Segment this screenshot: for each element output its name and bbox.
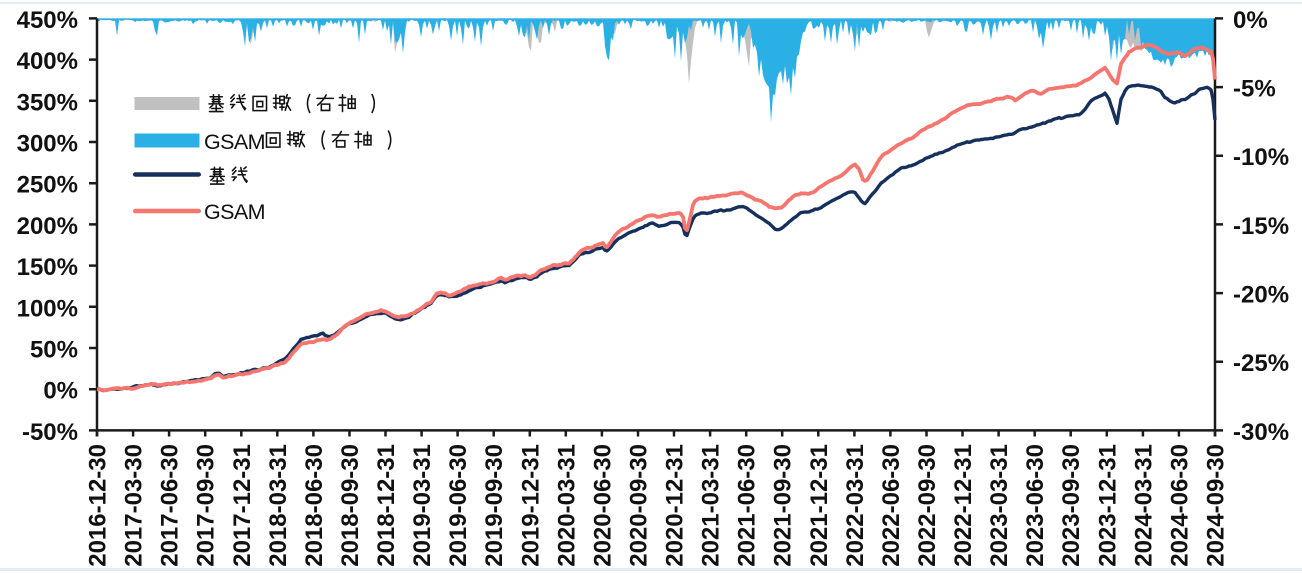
svg-text:2024-03-31: 2024-03-31 xyxy=(1130,444,1157,567)
svg-text:2022-09-30: 2022-09-30 xyxy=(914,444,941,567)
svg-text:2024-06-30: 2024-06-30 xyxy=(1166,444,1193,567)
svg-text:2018-12-31: 2018-12-31 xyxy=(373,444,400,567)
svg-text:2023-03-31: 2023-03-31 xyxy=(986,444,1013,567)
svg-text:2017-06-30: 2017-06-30 xyxy=(157,444,184,567)
svg-text:2022-12-31: 2022-12-31 xyxy=(950,444,977,567)
svg-text:2017-03-30: 2017-03-30 xyxy=(121,444,148,567)
svg-text:-15%: -15% xyxy=(1233,213,1289,240)
svg-text:150%: 150% xyxy=(17,254,78,281)
svg-text:GSAM: GSAM xyxy=(204,200,265,224)
svg-text:-10%: -10% xyxy=(1233,144,1289,171)
svg-text:2019-12-31: 2019-12-31 xyxy=(517,444,544,567)
svg-text:2022-03-31: 2022-03-31 xyxy=(842,444,869,567)
svg-text:2020-06-30: 2020-06-30 xyxy=(589,444,616,567)
svg-text:2020-12-31: 2020-12-31 xyxy=(662,444,689,567)
svg-text:2021-12-31: 2021-12-31 xyxy=(806,444,833,567)
svg-text:2021-06-30: 2021-06-30 xyxy=(734,444,761,567)
svg-text:400%: 400% xyxy=(17,48,78,75)
svg-text:2018-03-31: 2018-03-31 xyxy=(265,444,292,567)
svg-text:2017-09-30: 2017-09-30 xyxy=(193,444,220,567)
svg-text:-30%: -30% xyxy=(1233,419,1289,446)
svg-text:2016-12-30: 2016-12-30 xyxy=(85,444,112,567)
svg-text:GSAM: GSAM xyxy=(204,130,265,154)
svg-text:450%: 450% xyxy=(17,7,78,34)
svg-text:2019-06-30: 2019-06-30 xyxy=(445,444,472,567)
svg-text:2023-06-30: 2023-06-30 xyxy=(1022,444,1049,567)
svg-text:2021-03-31: 2021-03-31 xyxy=(698,444,725,567)
svg-text:250%: 250% xyxy=(17,172,78,199)
svg-text:-25%: -25% xyxy=(1233,350,1289,377)
svg-text:2019-03-31: 2019-03-31 xyxy=(409,444,436,567)
svg-text:200%: 200% xyxy=(17,213,78,240)
svg-text:-50%: -50% xyxy=(22,419,78,446)
svg-text:2020-09-30: 2020-09-30 xyxy=(626,444,653,567)
svg-text:2018-09-30: 2018-09-30 xyxy=(337,444,364,567)
svg-text:0%: 0% xyxy=(43,378,78,405)
svg-text:2023-09-30: 2023-09-30 xyxy=(1058,444,1085,567)
svg-text:2023-12-31: 2023-12-31 xyxy=(1094,444,1121,567)
svg-text:2017-12-31: 2017-12-31 xyxy=(229,444,256,567)
svg-text:-5%: -5% xyxy=(1233,76,1276,103)
svg-text:-20%: -20% xyxy=(1233,282,1289,309)
svg-text:350%: 350% xyxy=(17,89,78,116)
svg-text:300%: 300% xyxy=(17,131,78,158)
svg-text:2020-03-31: 2020-03-31 xyxy=(553,444,580,567)
svg-text:2018-06-30: 2018-06-30 xyxy=(301,444,328,567)
svg-text:2021-09-30: 2021-09-30 xyxy=(770,444,797,567)
svg-text:2019-09-30: 2019-09-30 xyxy=(481,444,508,567)
svg-text:100%: 100% xyxy=(17,295,78,322)
svg-text:0%: 0% xyxy=(1233,7,1268,34)
svg-text:2024-09-30: 2024-09-30 xyxy=(1203,444,1230,567)
svg-text:50%: 50% xyxy=(30,337,78,364)
svg-text:2022-06-30: 2022-06-30 xyxy=(878,444,905,567)
